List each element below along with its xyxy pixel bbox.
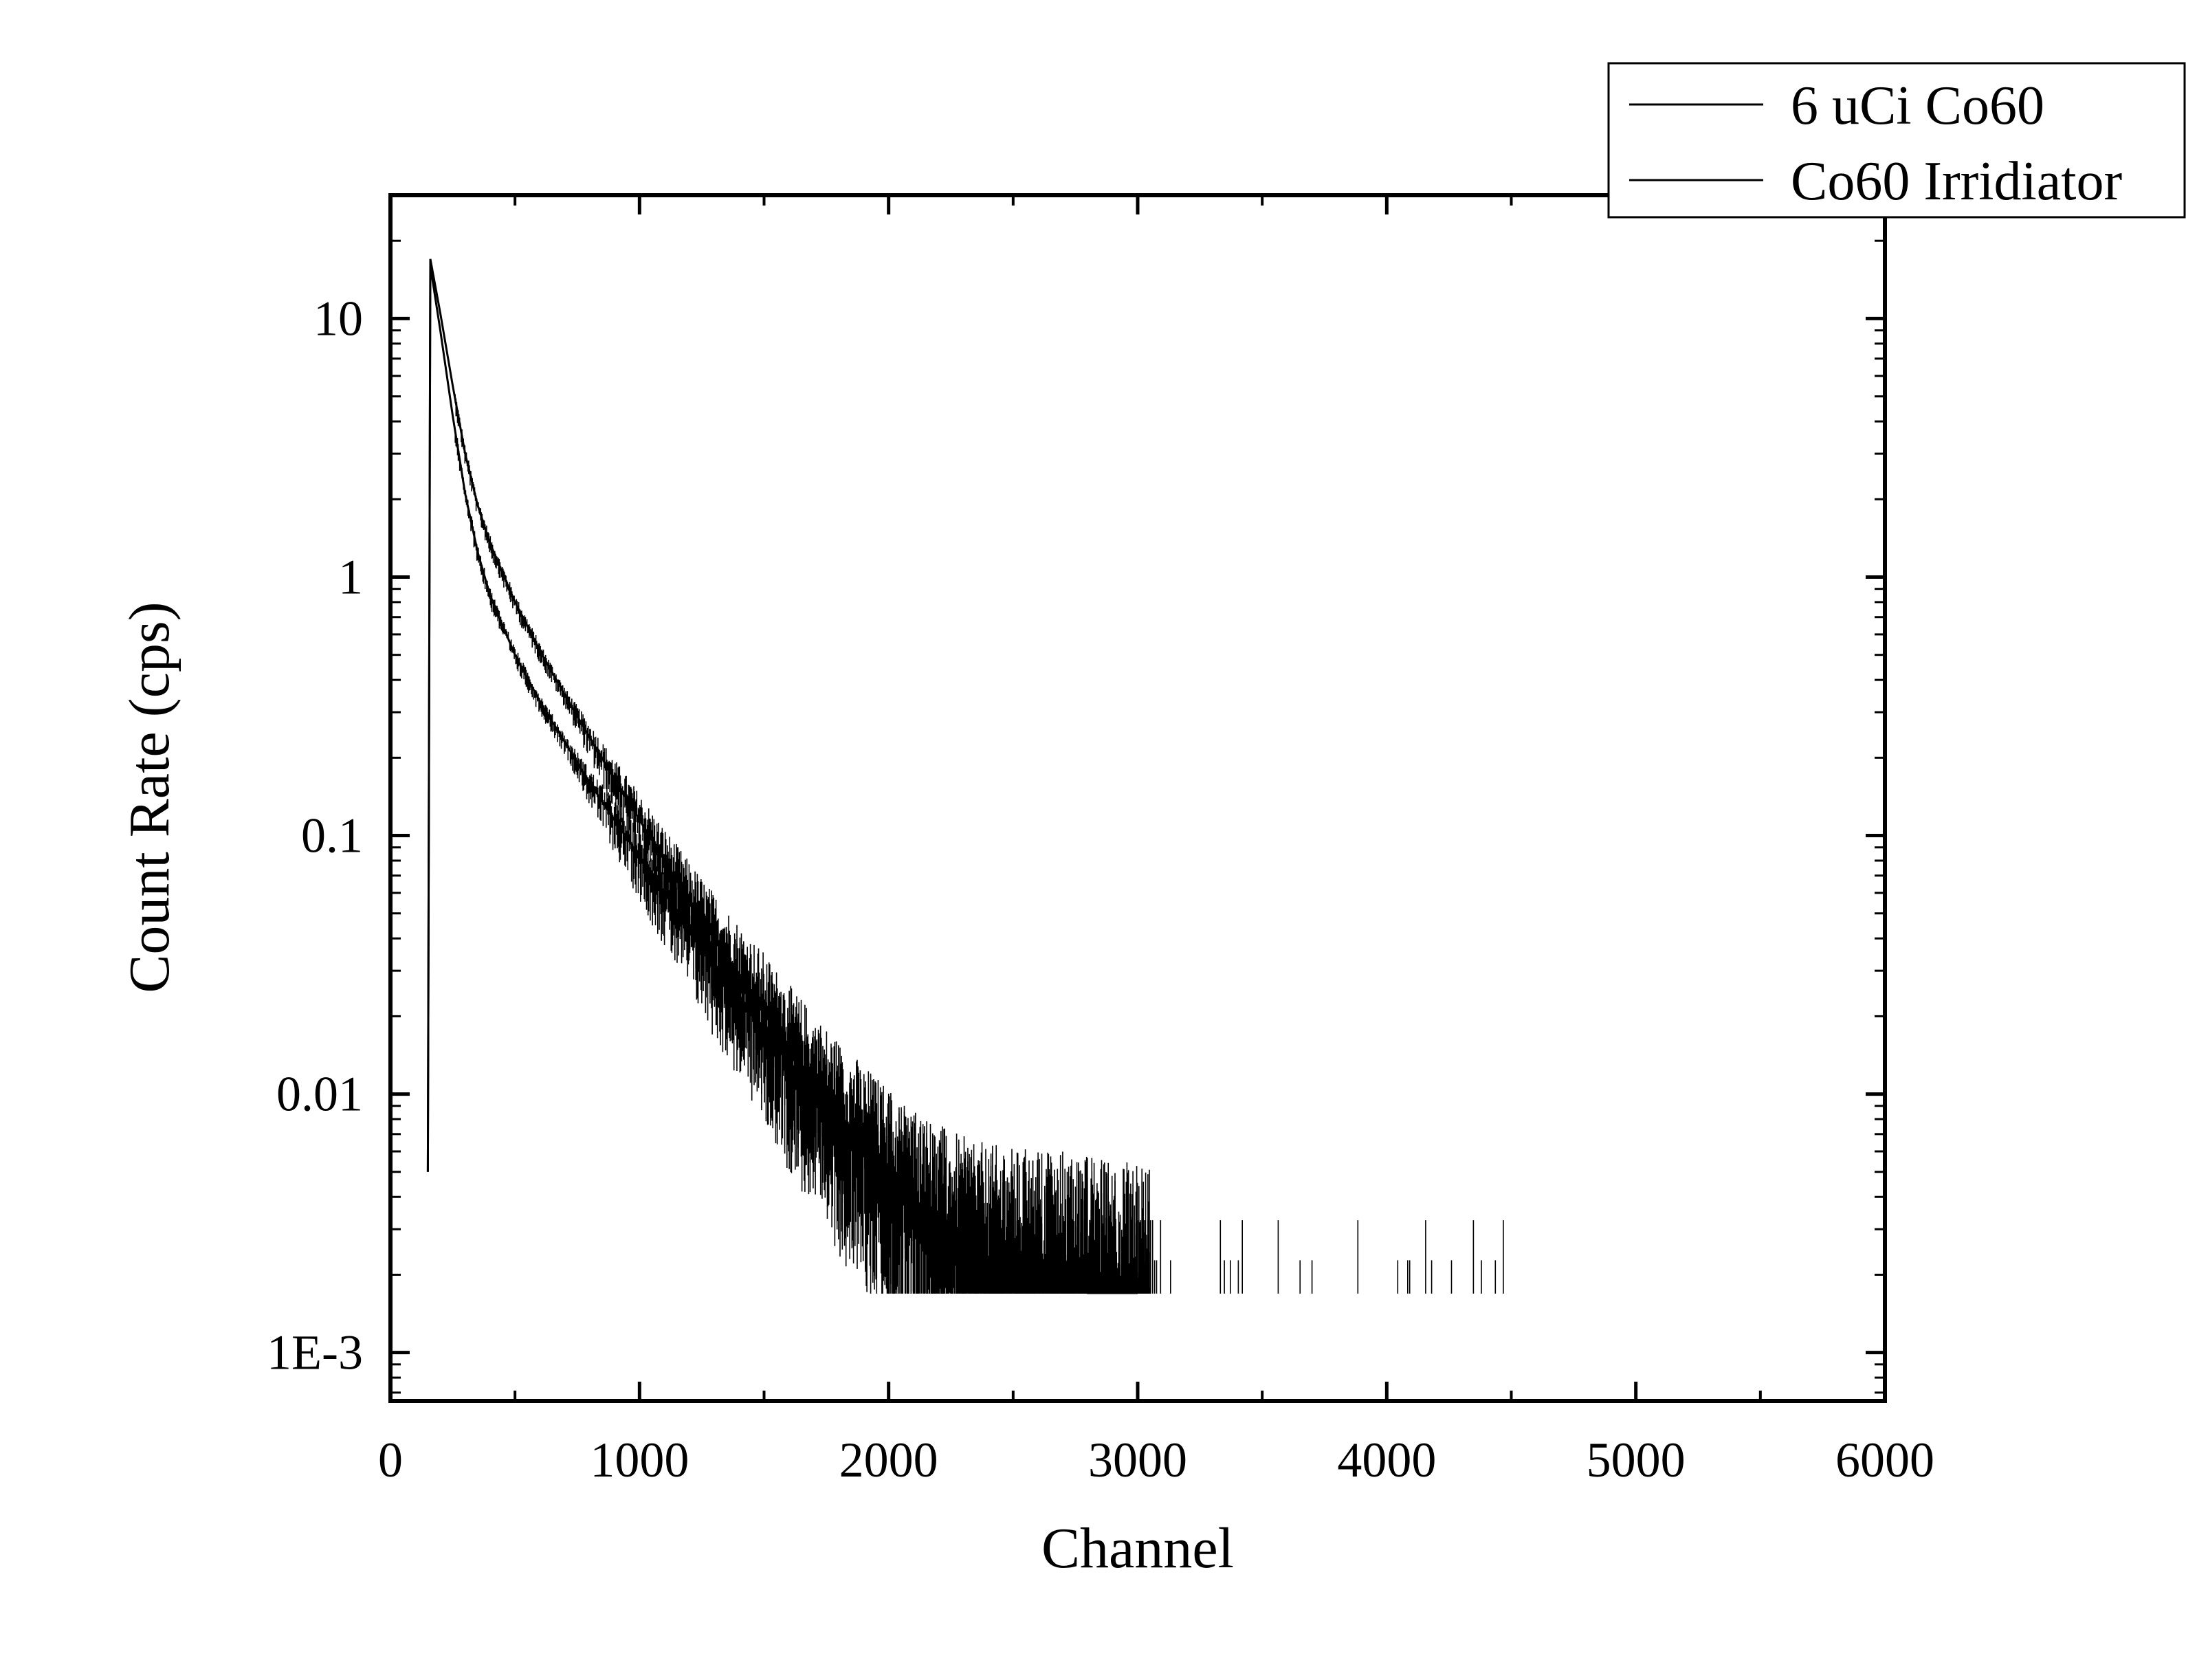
y-tick-label: 0.1 bbox=[301, 808, 363, 863]
x-tick-label: 0 bbox=[378, 1433, 403, 1488]
x-tick-label: 6000 bbox=[1835, 1433, 1934, 1488]
x-axis-title: Channel bbox=[1041, 1516, 1234, 1580]
legend: 6 uCi Co60 Co60 Irridiator bbox=[1607, 62, 2186, 219]
x-tick-label: 2000 bbox=[839, 1433, 938, 1488]
x-tick-label: 3000 bbox=[1088, 1433, 1187, 1488]
series-noise-2 bbox=[454, 429, 1151, 1294]
noise-layer bbox=[454, 394, 1504, 1294]
x-tick-label: 5000 bbox=[1587, 1433, 1686, 1488]
series-line-2 bbox=[426, 265, 1138, 1294]
tail-counts bbox=[962, 1220, 1504, 1294]
series-layer bbox=[426, 258, 1138, 1294]
y-tick-label: 1E-3 bbox=[267, 1325, 363, 1380]
y-tick-label: 10 bbox=[313, 291, 363, 346]
legend-label-1: 6 uCi Co60 bbox=[1791, 76, 2044, 136]
series-noise-1 bbox=[454, 394, 1151, 1294]
x-tick-label: 1000 bbox=[590, 1433, 689, 1488]
legend-label-2: Co60 Irridiator bbox=[1791, 151, 2122, 212]
y-tick-label: 1 bbox=[338, 549, 363, 604]
y-tick-label: 0.01 bbox=[276, 1067, 363, 1122]
ticks-layer: 0 1000 2000 3000 4000 5000 6000 1E-3 0.01 0.1 1 10 bbox=[267, 195, 1934, 1488]
y-axis-title: Count Rate (cps) bbox=[118, 601, 181, 993]
series-line-1 bbox=[426, 258, 1138, 1294]
x-tick-label: 4000 bbox=[1337, 1433, 1436, 1488]
legend-box bbox=[1607, 62, 2186, 219]
